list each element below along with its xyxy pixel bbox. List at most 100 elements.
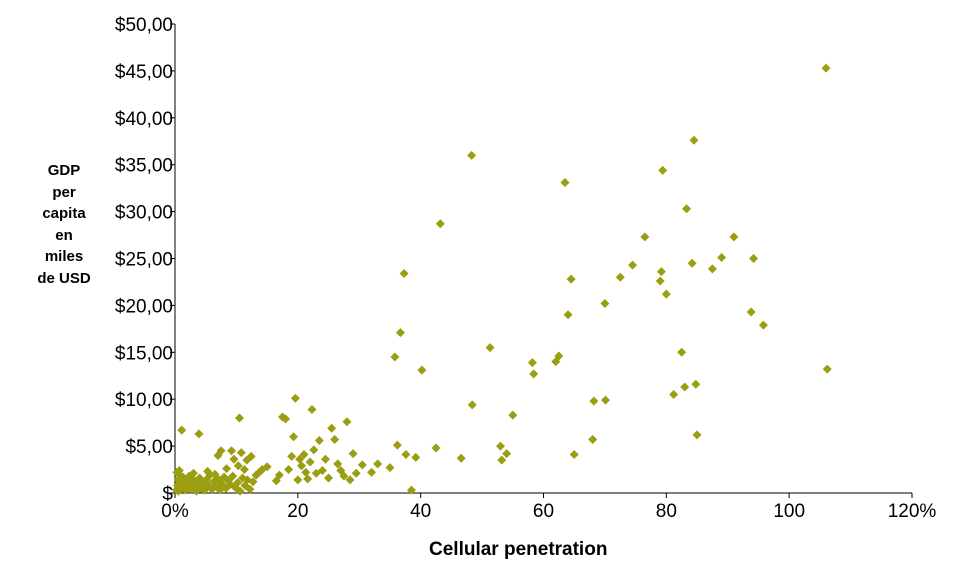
- x-tick-label: 0%: [161, 501, 189, 522]
- y-axis-title-line: de USD: [37, 269, 91, 287]
- data-point: [248, 477, 258, 487]
- data-point: [456, 453, 466, 463]
- y-tick-label: $25,00: [115, 250, 173, 271]
- data-point: [411, 452, 421, 462]
- data-point: [669, 390, 679, 400]
- data-point: [287, 451, 297, 461]
- data-point: [274, 470, 284, 480]
- data-point: [680, 382, 690, 392]
- data-point: [406, 485, 416, 495]
- data-point: [658, 165, 668, 175]
- data-point: [390, 352, 400, 362]
- x-tick-label: 80: [656, 501, 677, 522]
- data-point: [309, 445, 319, 455]
- data-point: [188, 468, 198, 478]
- data-point: [687, 258, 697, 268]
- data-point: [588, 435, 598, 445]
- data-point: [600, 299, 610, 309]
- y-ticks: $ $5,00 $10,00 $15,00 $20,00 $25,00 $30,00 $35,…: [115, 15, 175, 505]
- data-point: [339, 471, 349, 481]
- data-point: [399, 269, 409, 279]
- data-point: [233, 461, 243, 471]
- data-point: [262, 462, 272, 472]
- data-point: [707, 264, 717, 274]
- data-point: [177, 425, 187, 435]
- data-point: [303, 474, 313, 484]
- data-point: [560, 178, 570, 188]
- data-point: [496, 441, 506, 451]
- data-point: [527, 358, 537, 368]
- data-point: [301, 467, 311, 477]
- data-point: [234, 413, 244, 423]
- data-point: [497, 455, 507, 465]
- data-point: [467, 400, 477, 410]
- y-axis-title: GDP per capita en miles de USD: [22, 160, 106, 289]
- data-point: [508, 410, 518, 420]
- data-point: [689, 135, 699, 145]
- data-point: [677, 347, 687, 357]
- x-ticks: 0% 20 40 60 80 100 120%: [161, 493, 936, 522]
- data-point: [317, 465, 327, 475]
- data-point: [357, 460, 367, 470]
- data-point: [324, 473, 334, 483]
- data-point: [589, 396, 599, 406]
- y-tick-label: $15,00: [115, 343, 173, 364]
- data-point: [566, 274, 576, 284]
- data-points: [171, 63, 832, 496]
- data-point: [307, 405, 317, 415]
- data-point: [216, 446, 226, 456]
- x-tick-label: 120%: [888, 501, 937, 522]
- data-point: [194, 429, 204, 439]
- data-point: [821, 63, 831, 73]
- data-point: [392, 440, 402, 450]
- data-point: [502, 449, 512, 459]
- data-point: [293, 475, 303, 485]
- y-tick-label: $45,00: [115, 62, 173, 83]
- x-tick-label: 40: [410, 501, 431, 522]
- data-point: [348, 449, 358, 459]
- data-point: [246, 451, 256, 461]
- data-point: [746, 307, 756, 317]
- y-tick-label: $35,00: [115, 156, 173, 177]
- data-point: [245, 484, 255, 494]
- data-point: [342, 417, 352, 427]
- data-point: [401, 450, 411, 460]
- y-tick-label: $30,00: [115, 203, 173, 224]
- data-point: [327, 423, 337, 433]
- y-tick-label: $10,00: [115, 390, 173, 411]
- data-point: [227, 446, 237, 456]
- data-point: [174, 465, 184, 475]
- data-point: [758, 320, 768, 330]
- data-point: [299, 450, 309, 460]
- data-point: [661, 289, 671, 299]
- data-point: [692, 430, 702, 440]
- data-point: [228, 471, 238, 481]
- data-point: [289, 432, 299, 442]
- y-tick-label: $40,00: [115, 109, 173, 130]
- data-point: [729, 232, 739, 242]
- data-point: [385, 463, 395, 473]
- data-point: [749, 254, 759, 263]
- data-point: [563, 310, 573, 320]
- data-point: [655, 276, 665, 286]
- data-point: [485, 343, 495, 353]
- data-point: [320, 454, 330, 464]
- data-point: [615, 272, 625, 282]
- data-point: [435, 219, 445, 229]
- data-point: [222, 464, 232, 474]
- data-point: [431, 443, 441, 453]
- data-point: [628, 260, 638, 270]
- data-point: [395, 328, 405, 338]
- data-point: [290, 393, 300, 403]
- data-point: [284, 465, 294, 475]
- data-point: [417, 365, 427, 375]
- data-point: [569, 450, 579, 460]
- data-point: [601, 395, 611, 405]
- y-tick-label: $20,00: [115, 296, 173, 317]
- data-point: [239, 465, 249, 475]
- y-axis-title-line: capita: [42, 205, 86, 222]
- data-point: [554, 351, 564, 361]
- y-tick-label: $: [162, 484, 173, 505]
- data-point: [314, 435, 324, 445]
- data-point: [467, 150, 477, 160]
